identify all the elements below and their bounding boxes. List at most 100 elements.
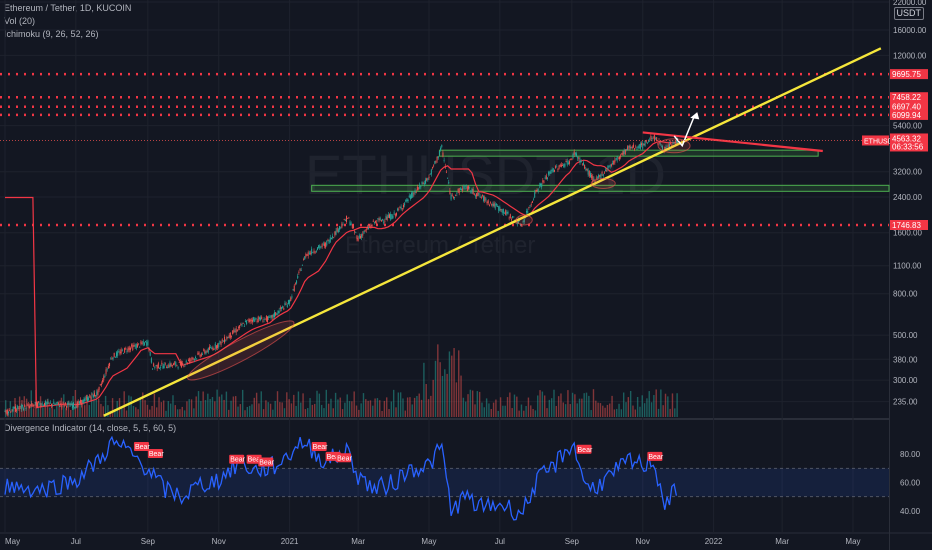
candle-body xyxy=(146,342,148,346)
volume-bar xyxy=(374,398,376,417)
candle-body xyxy=(369,226,371,228)
volume-bar xyxy=(483,407,485,417)
divergence-indicator-label[interactable]: Divergence Indicator (14, close, 5, 5, 6… xyxy=(4,423,177,433)
candle-body xyxy=(617,157,619,159)
candle-body xyxy=(386,216,388,220)
volume-bar xyxy=(383,400,386,417)
candle-body xyxy=(92,394,94,398)
candle-body xyxy=(228,335,230,338)
candle-body xyxy=(54,403,56,405)
candle-body xyxy=(425,179,427,184)
candle-body xyxy=(181,361,183,368)
volume-bar xyxy=(539,390,541,417)
bear-divergence-label: Bear xyxy=(337,455,352,462)
candle-body xyxy=(138,343,140,345)
candle-body xyxy=(244,321,246,322)
candle-body xyxy=(237,327,239,329)
candle-body xyxy=(541,183,543,188)
candle-body xyxy=(329,237,331,242)
candle-body xyxy=(46,402,48,404)
price-level-label: 6697.40 xyxy=(892,103,921,112)
candle-body xyxy=(60,403,62,405)
candle-body xyxy=(7,411,9,414)
candle-body xyxy=(343,219,345,220)
candle-body xyxy=(76,402,78,408)
candle-body xyxy=(456,192,458,194)
candle-body xyxy=(287,300,289,305)
volume-bar xyxy=(172,395,174,417)
candle-body xyxy=(500,209,502,210)
volume-bar xyxy=(425,383,427,417)
candle-body xyxy=(341,223,343,228)
candle-body xyxy=(139,346,141,348)
candle-body xyxy=(243,325,245,327)
volume-bar xyxy=(360,403,362,417)
candle-body xyxy=(572,153,574,159)
candle-body xyxy=(103,376,105,381)
volume-bar xyxy=(537,395,539,417)
volume-bar xyxy=(602,405,604,417)
candle-body xyxy=(430,169,432,175)
candle-body xyxy=(25,408,27,410)
candle-body xyxy=(75,406,77,409)
candle-body xyxy=(52,405,54,406)
candle-body xyxy=(14,406,16,412)
volume-bar xyxy=(504,405,506,417)
volume-bar xyxy=(365,399,367,417)
candle-body xyxy=(484,196,486,202)
volume-bar xyxy=(248,405,251,417)
candle-body xyxy=(250,319,252,322)
volume-bar xyxy=(462,397,465,417)
price-level-tag xyxy=(890,109,928,120)
candle-body xyxy=(344,219,346,222)
candle-body xyxy=(273,312,275,318)
oscillator-tick-label: 80.00 xyxy=(900,450,921,459)
y-tick-label: 300.00 xyxy=(893,376,918,385)
candle-body xyxy=(251,319,253,323)
ichimoku-indicator-label[interactable]: Ichimoku (9, 26, 52, 26) xyxy=(4,29,99,39)
volume-bar xyxy=(381,410,383,417)
candle-body xyxy=(495,203,497,206)
candle-body xyxy=(200,353,202,357)
volume-bar xyxy=(636,396,639,417)
candle-body xyxy=(198,352,200,355)
candle-body xyxy=(305,254,307,257)
x-tick-label: 2022 xyxy=(705,537,723,546)
volume-bar xyxy=(458,350,460,417)
candle-body xyxy=(296,280,298,284)
candle-body xyxy=(182,363,184,364)
candle-body xyxy=(64,402,66,405)
price-axis[interactable] xyxy=(889,0,932,550)
candle-body xyxy=(205,351,207,354)
candle-body xyxy=(434,161,436,164)
volume-bar xyxy=(434,360,437,417)
bear-divergence-label: Bear xyxy=(327,454,342,461)
volume-bar xyxy=(281,402,283,417)
volume-bar xyxy=(288,399,290,417)
candle-body xyxy=(109,363,111,367)
bear-label-bg xyxy=(336,453,352,463)
candle-body xyxy=(161,362,163,365)
candle-body xyxy=(542,180,544,183)
candle-body xyxy=(88,397,90,401)
volume-bar xyxy=(502,405,504,417)
candle-body xyxy=(637,146,639,148)
volume-bar xyxy=(676,393,678,417)
volume-indicator-label[interactable]: Vol (20) xyxy=(4,16,36,26)
candle-body xyxy=(49,402,51,404)
candle-body xyxy=(271,314,273,319)
candle-body xyxy=(262,321,264,323)
currency-badge[interactable]: USDT xyxy=(893,7,924,20)
candle-body xyxy=(184,364,186,365)
candle-body xyxy=(254,318,256,322)
candle-body xyxy=(185,360,187,363)
volume-bar xyxy=(123,391,125,417)
bear-label-bg xyxy=(258,457,274,467)
candle-body xyxy=(280,307,282,309)
volume-bar xyxy=(307,408,309,417)
candle-body xyxy=(512,215,514,219)
volume-bar xyxy=(297,391,300,417)
candle-body xyxy=(10,411,12,413)
candle-body xyxy=(375,220,377,223)
